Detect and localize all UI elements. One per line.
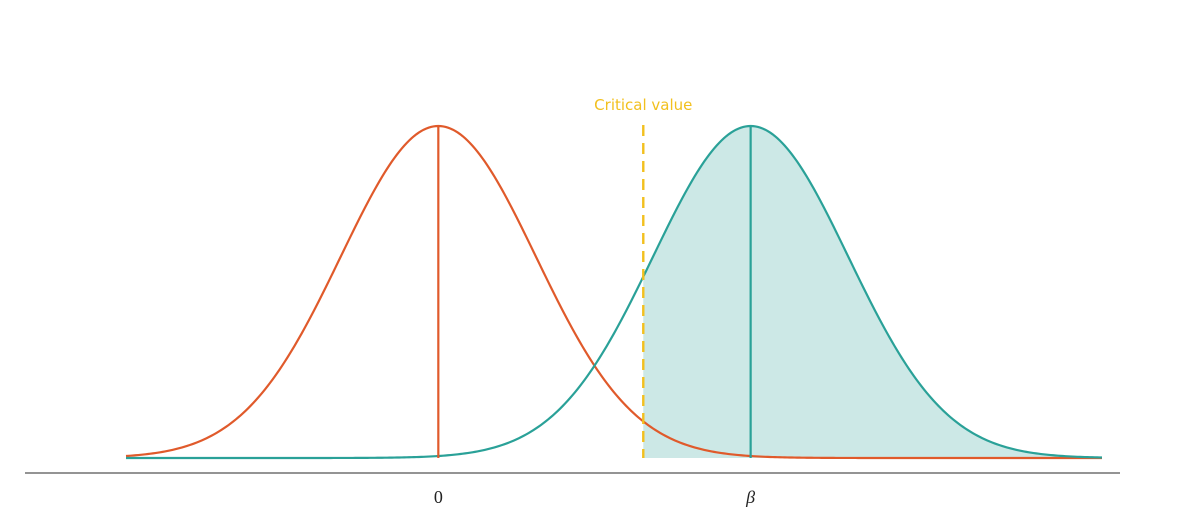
tick-label-beta: β [745, 487, 755, 507]
alternative-distribution-curve [126, 124, 1103, 460]
shaded-region [643, 126, 1102, 458]
tick-label-zero: 0 [434, 487, 443, 507]
null-distribution-curve [125, 124, 1102, 460]
critical-value-label: Critical value [594, 96, 692, 114]
